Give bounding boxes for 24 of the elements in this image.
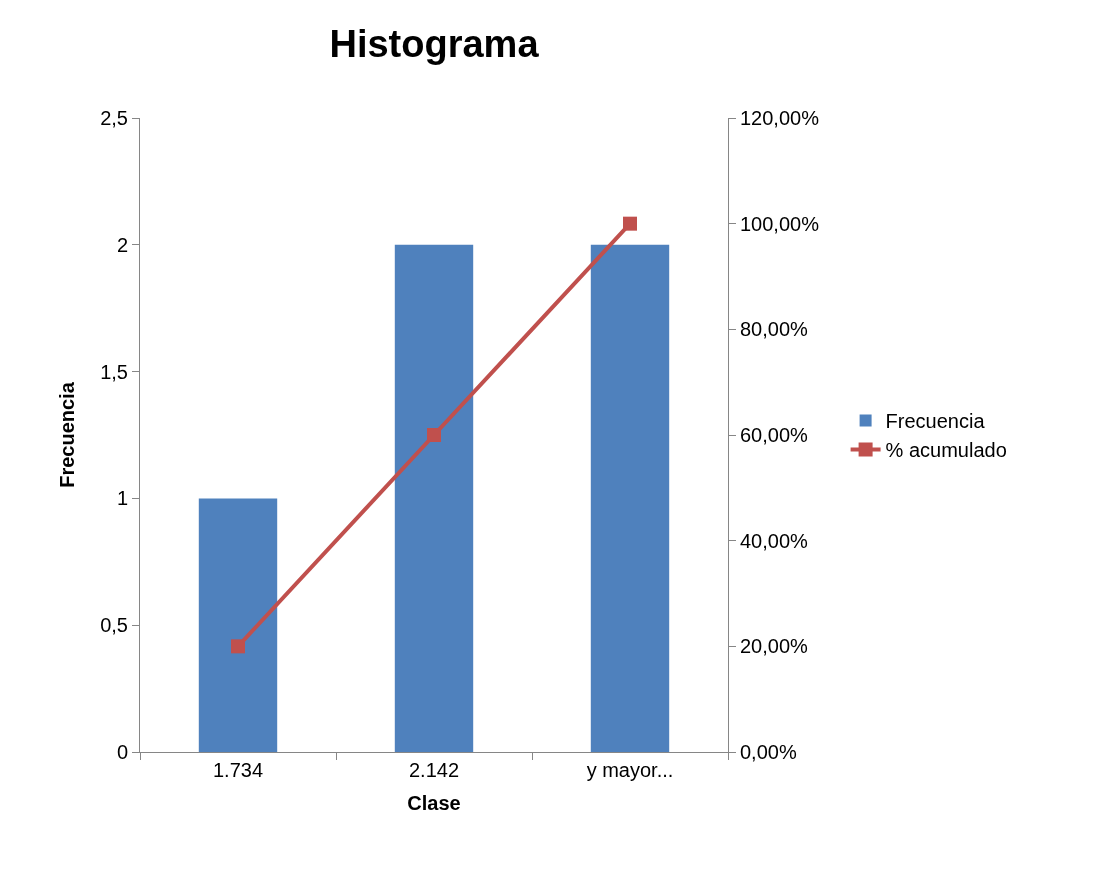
y2-tick-label: 20,00%	[740, 635, 809, 658]
point	[623, 216, 637, 231]
x-tick-label: 2.142	[408, 759, 460, 781]
x-axis-title: Clase	[407, 791, 461, 814]
y-tick-label: 0	[116, 741, 128, 763]
y-axis-title: Frecuencia	[55, 381, 78, 488]
point	[427, 428, 441, 442]
legend-label: Frecuencia	[885, 410, 986, 433]
y2-tick-label: 0,00%	[740, 741, 797, 763]
legend-label: % acumulado	[885, 439, 1007, 462]
point	[231, 639, 245, 654]
y-tick-label: 0,5	[100, 614, 128, 637]
y-tick-label: 2	[116, 233, 128, 256]
y-tick-label: 1	[116, 487, 128, 510]
y2-tick-label: 120,00%	[740, 107, 820, 129]
y-tick-label: 1,5	[100, 360, 128, 383]
y2-tick-label: 80,00%	[740, 318, 809, 341]
y-tick-label: 2,5	[100, 107, 128, 129]
x-tick-label: 1.734	[212, 759, 264, 781]
y2-tick-label: 100,00%	[740, 212, 820, 235]
y2-tick-label: 40,00%	[740, 529, 809, 552]
x-tick-label: y mayor...	[586, 759, 674, 781]
chart-title: Histograma	[329, 23, 540, 66]
y2-tick-label: 60,00%	[740, 424, 809, 446]
